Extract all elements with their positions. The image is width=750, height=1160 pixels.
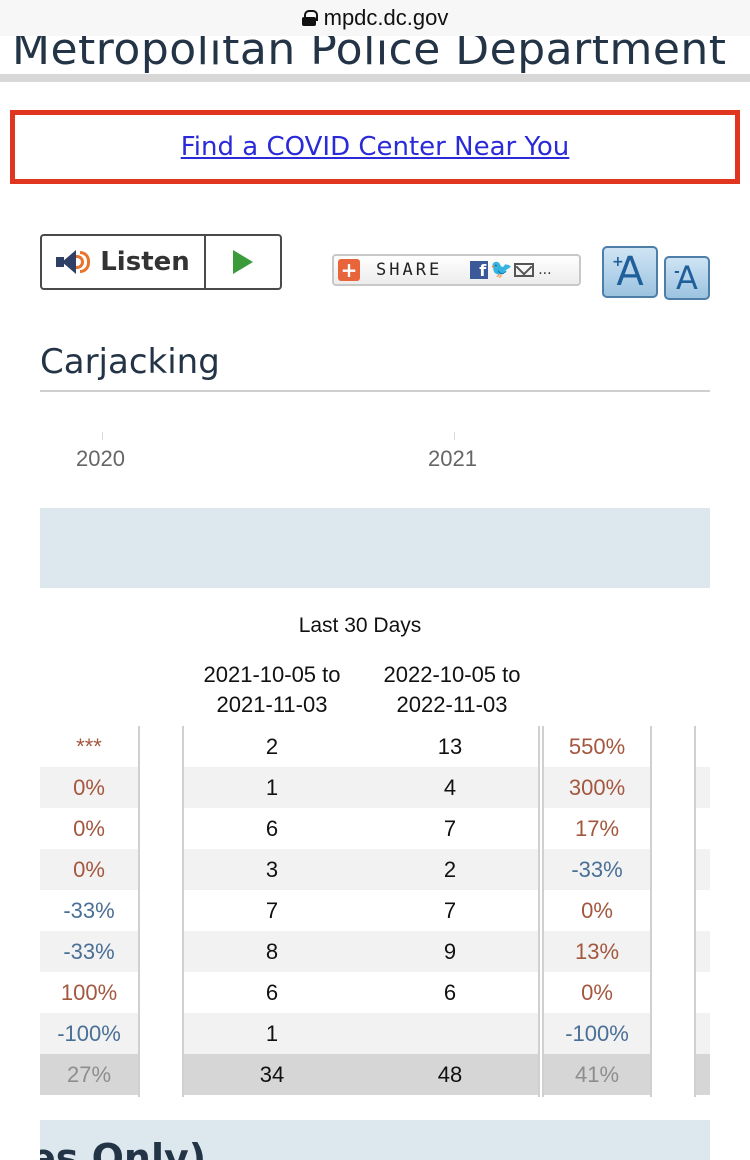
- covid-center-link[interactable]: Find a COVID Center Near You: [180, 132, 570, 162]
- total-percent-change-cell: 41%: [574, 1061, 620, 1087]
- total-2021-cell: 34: [259, 1061, 285, 1087]
- count-2022-cell: 2: [443, 856, 457, 882]
- twitter-icon: 🐦: [490, 259, 513, 280]
- table-row: 0% 3 2 -33%: [0, 849, 750, 890]
- table-row: -33% 8 9 13%: [0, 931, 750, 972]
- percent-change-cell: 550%: [568, 733, 626, 759]
- change-panel: [542, 726, 652, 1097]
- year-label-2020: 2020: [76, 446, 125, 471]
- prior-change-cell: 100%: [60, 979, 118, 1005]
- column-header-2022: 2022-10-05 to 2022-11-03: [383, 662, 521, 717]
- percent-change-cell: 300%: [568, 774, 626, 800]
- total-2022-cell: 48: [437, 1061, 463, 1087]
- plus-icon: +: [338, 259, 360, 281]
- prior-change-cell: 0%: [73, 856, 105, 882]
- speaker-icon: [56, 249, 91, 275]
- lock-icon: [301, 10, 318, 26]
- prior-change-cell: -100%: [57, 1020, 121, 1046]
- listen-widget: Listen: [40, 234, 282, 290]
- prior-change-cell: -33%: [63, 897, 115, 923]
- table-row: 0% 1 4 300%: [0, 767, 750, 808]
- listen-label: Listen: [100, 247, 190, 277]
- page-title: Carjacking: [40, 342, 710, 392]
- percent-change-cell: 17%: [574, 815, 620, 841]
- prior-change-cell: 0%: [73, 815, 105, 841]
- prior-change-cell: -33%: [63, 938, 115, 964]
- edge-panel: [694, 726, 710, 1097]
- play-icon: [233, 250, 253, 274]
- count-2021-cell: 8: [265, 938, 279, 964]
- total-prior-change-cell: 27%: [66, 1061, 112, 1087]
- count-2022-cell: 7: [443, 815, 457, 841]
- chart-band: [40, 508, 710, 588]
- count-2022-cell: 6: [443, 979, 457, 1005]
- percent-change-cell: -33%: [571, 856, 623, 882]
- count-2021-cell: 6: [265, 815, 279, 841]
- share-label: SHARE: [376, 260, 443, 280]
- percent-change-cell: -100%: [565, 1020, 629, 1046]
- percent-change-cell: 0%: [581, 897, 613, 923]
- decrease-font-button[interactable]: - A: [664, 256, 710, 300]
- increase-font-button[interactable]: + A: [602, 246, 658, 298]
- count-2021-cell: 3: [265, 856, 279, 882]
- count-2021-cell: 6: [265, 979, 279, 1005]
- covid-banner: Find a COVID Center Near You: [10, 110, 740, 184]
- table-row: 0% 6 7 17%: [0, 808, 750, 849]
- count-2021-cell: 7: [265, 897, 279, 923]
- url-text: mpdc.dc.gov: [323, 5, 449, 30]
- percent-change-cell: 0%: [581, 979, 613, 1005]
- column-header-2021: 2021-10-05 to 2021-11-03: [203, 662, 341, 717]
- share-button[interactable]: + SHARE f 🐦 ...: [332, 254, 581, 286]
- prior-change-cell: ***: [76, 733, 102, 759]
- email-icon: [514, 263, 535, 277]
- table-row: -100% 1 -100%: [0, 1013, 750, 1054]
- table-row: -33% 7 7 0%: [0, 890, 750, 931]
- next-section-header: es Only): [40, 1120, 710, 1160]
- left-panel: [40, 726, 140, 1097]
- count-2022-cell: 13: [437, 733, 463, 759]
- table-title: Last 30 Days: [298, 614, 422, 637]
- count-2022-cell: 7: [443, 897, 457, 923]
- site-title: Metropolitan Police Department: [12, 36, 727, 75]
- facebook-icon: f: [470, 261, 489, 280]
- browser-url-bar[interactable]: mpdc.dc.gov: [0, 0, 750, 36]
- year-label-2021: 2021: [428, 446, 477, 471]
- table-row: *** 2 13 550%: [0, 726, 750, 767]
- table-total-row: 27% 34 48 41%: [0, 1054, 750, 1095]
- count-2021-cell: 2: [265, 733, 279, 759]
- count-2021-cell: 1: [265, 1020, 279, 1046]
- count-2021-cell: 1: [265, 774, 279, 800]
- prior-change-cell: 0%: [73, 774, 105, 800]
- site-header: Metropolitan Police Department: [0, 36, 750, 82]
- timeline-tick: [102, 432, 103, 440]
- percent-change-cell: 13%: [574, 938, 620, 964]
- count-2022-cell: 9: [443, 938, 457, 964]
- next-section-title: es Only): [40, 1136, 207, 1160]
- font-increase-icon: A: [616, 249, 644, 295]
- timeline-tick: [454, 432, 455, 440]
- listen-button[interactable]: Listen: [42, 236, 206, 288]
- count-2022-cell: 4: [443, 774, 457, 800]
- font-decrease-icon: A: [676, 259, 698, 297]
- table-row: 100% 6 6 0%: [0, 972, 750, 1013]
- more-icon: ...: [538, 262, 552, 278]
- counts-panel: [182, 726, 540, 1097]
- play-button[interactable]: [206, 236, 280, 288]
